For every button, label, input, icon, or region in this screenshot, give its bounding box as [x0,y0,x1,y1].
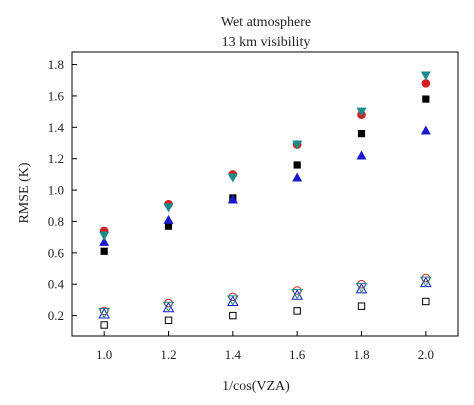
y-tick-label: 1.0 [48,183,64,198]
open-triangle-down-point [355,282,368,294]
open-circle-point [421,273,431,283]
y-tick-label: 0.2 [48,308,64,323]
y-tick-label: 0.4 [48,277,65,292]
open-circle-point [164,298,173,308]
filled-triangle-down-point [227,173,238,183]
filled-square-point [164,222,173,230]
x-tick-label: 1.2 [160,347,176,362]
open-square-point [164,316,173,325]
filled-square-point [357,129,366,138]
y-axis-label: RMSE (K) [17,162,32,223]
x-axis-label: 1/cos(VZA) [222,379,290,394]
y-tick-label: 1.4 [48,120,65,135]
x-axis: 1.0 1.2 1.4 1.6 1.8 2.0 [96,331,434,362]
open-circle-point [228,292,238,302]
data-points [98,71,432,329]
filled-triangle-down-point [420,71,431,81]
y-axis: 0.2 0.4 0.6 0.8 1.0 1.2 1.4 1.6 1.8 [48,57,77,323]
chart-subtitle: 13 km visibility [222,35,311,50]
filled-triangle-down-point [163,203,174,213]
x-tick-label: 1.6 [289,347,306,362]
filled-circle-point [421,79,431,88]
x-tick-label: 2.0 [418,347,434,362]
open-triangle-down-point [162,301,175,313]
filled-triangle-down-point [292,140,303,150]
filled-square-point [100,247,108,255]
open-square-point [229,311,237,320]
x-tick-label: 1.4 [225,347,242,362]
open-circle-point [357,279,366,289]
filled-triangle-up-point [163,214,174,224]
filled-triangle-down-point [99,231,110,241]
y-tick-label: 1.6 [48,88,65,103]
plot-frame [71,51,459,337]
filled-triangle-up-point [356,150,367,160]
open-triangle-down-point [419,276,432,288]
y-tick-label: 1.8 [48,57,64,72]
open-square-point [357,302,366,310]
filled-square-point [293,161,301,169]
filled-square-point [422,95,430,103]
open-circle-point [292,286,302,295]
y-tick-label: 0.8 [48,214,64,229]
open-triangle-down-point [226,295,239,306]
y-tick-label: 1.2 [48,151,64,166]
filled-triangle-up-point [99,236,110,246]
open-square-point [422,297,430,306]
open-triangle-down-point [291,289,304,300]
x-tick-label: 1.0 [96,347,112,362]
open-square-point [100,321,108,329]
filled-triangle-up-point [292,172,303,182]
filled-triangle-up-point [227,194,238,204]
open-triangle-down-point [98,307,111,319]
chart-title: Wet atmosphere [221,15,311,30]
y-tick-label: 0.6 [48,245,65,260]
x-tick-label: 1.8 [353,347,369,362]
filled-triangle-up-point [420,125,431,135]
filled-triangle-down-point [356,107,367,117]
open-square-point [293,307,301,315]
